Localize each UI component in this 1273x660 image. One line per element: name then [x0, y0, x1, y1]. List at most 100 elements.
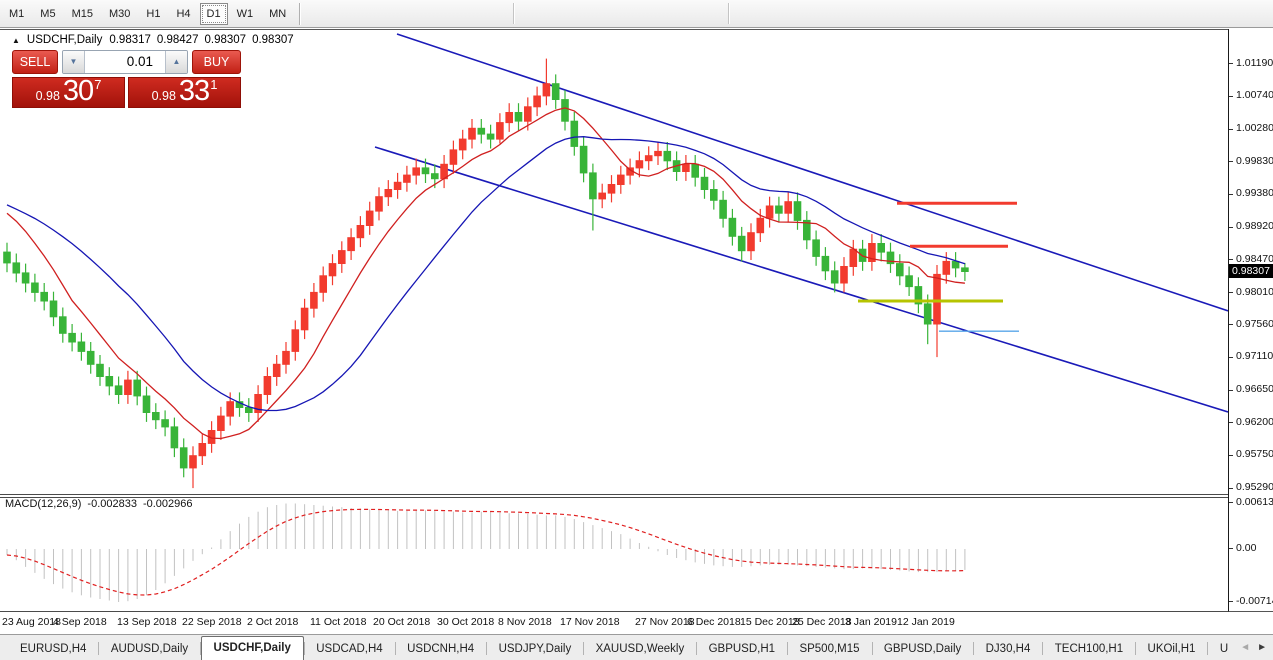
collapse-panel-icon[interactable]: ▲ — [12, 35, 20, 45]
tab-scroll-right-icon[interactable]: ► — [1257, 642, 1267, 653]
candle-bearish — [877, 243, 886, 253]
candle-bearish — [812, 239, 820, 257]
buy-price-base: 0.98 — [151, 89, 176, 104]
sell-price-display[interactable]: 0.98 30 7 — [12, 77, 125, 108]
axis-tick — [1229, 488, 1233, 489]
timeframe-button-w1[interactable]: W1 — [236, 7, 254, 20]
timeframe-toolbar: M1 M5 M15 M30 H1 H4 D1 W1 MN — [0, 0, 1273, 28]
tab-scroll-left-icon[interactable]: ◄ — [1240, 642, 1251, 653]
candle-bearish — [579, 145, 588, 174]
current-price-tag: 0.98307 — [1229, 264, 1273, 278]
one-click-trade-panel: SELL ▼ 0.01 ▲ BUY 0.98 30 7 0.98 33 1 — [12, 50, 241, 108]
tab-scroll-controls: ◄ ► — [1240, 642, 1267, 653]
candle-bearish — [775, 205, 783, 214]
chart-tab-xauusd-weekly[interactable]: XAUUSD,Weekly — [595, 643, 685, 655]
sell-price-point: 7 — [94, 77, 102, 92]
price-axis-label: 0.98010 — [1236, 286, 1273, 298]
candle-bullish — [840, 266, 848, 284]
chart-tab-gbpusd-h1[interactable]: GBPUSD,H1 — [708, 643, 776, 655]
axis-tick — [1229, 292, 1233, 293]
candle-bearish — [77, 341, 86, 352]
candle-bullish — [542, 83, 551, 97]
candle-bullish — [682, 163, 690, 173]
candle-bearish — [514, 112, 523, 122]
volume-input[interactable]: 0.01 — [126, 54, 153, 69]
candle-bullish — [319, 275, 327, 293]
candle-bearish — [86, 350, 95, 365]
chart-tab-usdjpy-daily[interactable]: USDJPY,Daily — [498, 643, 572, 655]
price-axis-label: 1.00280 — [1236, 122, 1273, 134]
chart-tab-dj30-h4[interactable]: DJ30,H4 — [985, 643, 1031, 655]
timeframe-button-h1[interactable]: H1 — [146, 7, 161, 20]
axis-tick — [1229, 161, 1233, 162]
chart-tab-audusd-daily[interactable]: AUDUSD,Daily — [110, 643, 189, 655]
candle-bullish — [338, 250, 346, 265]
macd-signal-line — [6, 508, 965, 596]
timeframe-button-m30[interactable]: M30 — [108, 7, 131, 20]
candle-bearish — [905, 275, 913, 288]
timeframe-button-mn[interactable]: MN — [269, 7, 287, 20]
date-axis-label: 20 Oct 2018 — [373, 616, 431, 628]
chart-tab-gbpusd-daily[interactable]: GBPUSD,Daily — [883, 643, 962, 655]
candle-bearish — [886, 251, 895, 265]
chart-tab-sp500-m15[interactable]: SP500,M15 — [799, 643, 860, 655]
candle-bearish — [589, 172, 597, 200]
chart-canvas[interactable] — [0, 29, 1228, 613]
price-axis-label: 0.98470 — [1236, 253, 1273, 265]
chart-tab-ukoil-h1[interactable]: UKOil,H1 — [1147, 643, 1196, 655]
chart-tab-eurusd-h4[interactable]: EURUSD,H4 — [20, 643, 87, 655]
macd-axis-label: 0.006137 — [1236, 496, 1273, 508]
date-axis-label: 12 Jan 2019 — [897, 616, 955, 628]
candle-bullish — [328, 263, 337, 277]
timeframe-button-m1[interactable]: M1 — [9, 7, 25, 20]
candle-bullish — [468, 127, 476, 140]
candle-bearish — [896, 263, 904, 277]
candle-bearish — [719, 199, 727, 219]
date-axis-label: 22 Sep 2018 — [182, 616, 242, 628]
timeframe-button-m15[interactable]: M15 — [71, 7, 93, 20]
axis-tick — [1229, 357, 1233, 358]
price-axis-label: 0.98920 — [1236, 220, 1273, 232]
volume-decrease-icon[interactable]: ▼ — [63, 51, 85, 73]
candle-bearish — [3, 251, 11, 264]
candle-bearish — [803, 219, 811, 241]
axis-tick — [1229, 259, 1233, 260]
axis-tick — [1229, 455, 1233, 456]
candle-bearish — [152, 412, 160, 421]
axis-tick — [1229, 422, 1233, 423]
sell-button[interactable]: SELL — [12, 50, 58, 74]
candle-bearish — [821, 255, 830, 272]
candle-bullish — [198, 443, 207, 457]
chart-tab-u[interactable]: U — [1219, 643, 1229, 655]
price-axis-label: 0.96200 — [1236, 416, 1273, 428]
date-axis-label: 6 Dec 2018 — [687, 616, 741, 628]
chart-tab-usdcnh-h4[interactable]: USDCNH,H4 — [407, 643, 475, 655]
price-axis-label: 0.95290 — [1236, 481, 1273, 493]
volume-stepper: ▼ 0.01 ▲ — [62, 50, 188, 74]
chart-tab-usdcad-h4[interactable]: USDCAD,H4 — [316, 643, 383, 655]
toolbar-separator — [299, 2, 302, 25]
date-axis-label: 15 Dec 2018 — [740, 616, 800, 628]
trendline[interactable] — [374, 146, 1228, 413]
trendline[interactable] — [396, 33, 1228, 312]
candle-bearish — [561, 99, 569, 122]
buy-price-display[interactable]: 0.98 33 1 — [128, 77, 241, 108]
ma-fast-line — [6, 107, 965, 440]
axis-tick — [1229, 227, 1233, 228]
chart-tab-tech100-h1[interactable]: TECH100,H1 — [1054, 643, 1124, 655]
chart-tab-usdchf-daily[interactable]: USDCHF,Daily — [200, 636, 304, 660]
timeframe-button-h4[interactable]: H4 — [176, 7, 191, 20]
price-axis-label: 0.97110 — [1236, 350, 1273, 362]
axis-tick — [1229, 324, 1233, 325]
timeframe-button-d1[interactable]: D1 — [199, 2, 228, 25]
candle-bearish — [663, 150, 672, 162]
timeframe-button-m5[interactable]: M5 — [40, 7, 56, 20]
candle-bullish — [756, 217, 765, 234]
price-axis-label: 0.97560 — [1236, 318, 1273, 330]
buy-button[interactable]: BUY — [192, 50, 241, 74]
chart-tab-bar: EURUSD,H4 AUDUSD,Daily USDCHF,Daily USDCAD,… — [0, 634, 1273, 660]
candle-bullish — [533, 95, 541, 108]
date-axis-label: 3 Jan 2019 — [845, 616, 897, 628]
axis-tick — [1229, 390, 1233, 391]
volume-increase-icon[interactable]: ▲ — [165, 51, 187, 73]
